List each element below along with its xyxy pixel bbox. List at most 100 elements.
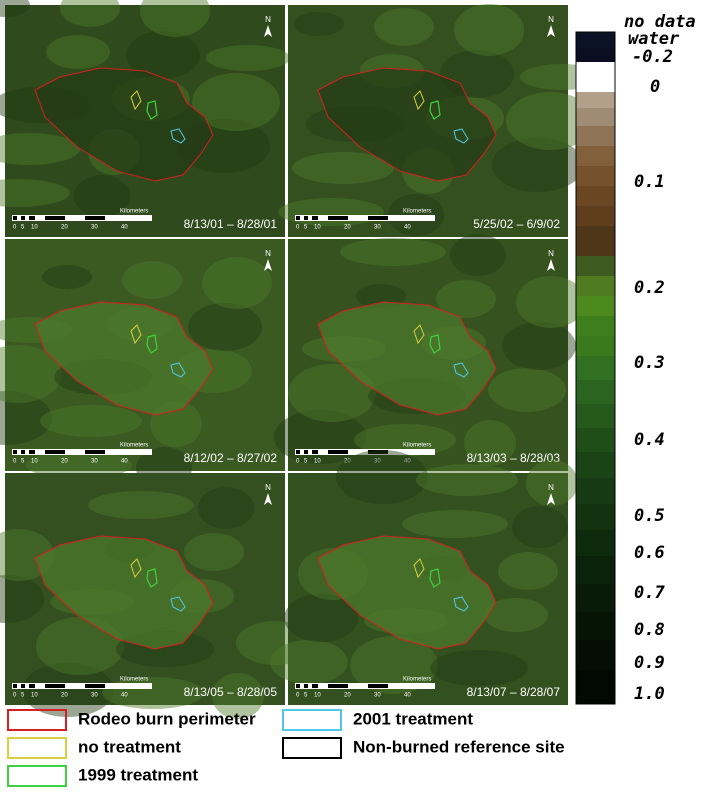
scale-bar-segment [328, 216, 348, 220]
north-arrow [264, 259, 272, 271]
scale-bar-bg [12, 683, 152, 689]
north-arrow-label: N [548, 483, 554, 492]
scale-bar-tick: 0 [296, 693, 300, 699]
panel-date: 8/13/05 – 8/28/05 [184, 685, 278, 699]
scale-bar-segment [368, 450, 388, 454]
burn-area [35, 536, 213, 649]
colorbar-label: 0.3 [634, 353, 665, 373]
colorbar-swatch [576, 478, 615, 504]
terrain-patch [402, 510, 508, 538]
map-panel: N 0 5 10 20 30 40 Kilometers 8/13/03 – 8/28/03 [274, 234, 586, 471]
rodeo-perimeter [34, 301, 214, 416]
scale-bar-segment [13, 684, 17, 688]
scale-bar-tick: 0 [296, 225, 300, 231]
panel-date: 8/12/02 – 8/27/02 [184, 451, 278, 465]
colorbar-label: no data [624, 12, 696, 32]
north-arrow-label: N [265, 483, 271, 492]
treatment-1999-site [146, 334, 158, 354]
terrain-patch [0, 391, 52, 445]
legend-label: 1999 treatment [78, 765, 198, 784]
colorbar-label: 0.2 [634, 278, 665, 298]
north-arrow [547, 493, 555, 505]
terrain-patch [350, 636, 438, 694]
terrain-patch [202, 257, 272, 309]
treatment-1999-site [146, 568, 158, 588]
colorbar-swatch [576, 556, 615, 584]
colorbar-label: 1.0 [634, 684, 665, 704]
treatment-2001-site [170, 362, 186, 378]
terrain-patch [484, 598, 548, 632]
colorbar-swatch [576, 404, 615, 428]
north-arrow-label: N [265, 249, 271, 258]
colorbar-swatch [576, 276, 615, 296]
scale-bar-unit: Kilometers [403, 443, 431, 449]
scale-bar-tick: 40 [121, 225, 128, 231]
colorbar-swatch [576, 504, 615, 530]
colorbar-swatch [576, 108, 615, 126]
colorbar-swatch [576, 256, 615, 276]
scale-bar-segment [29, 450, 35, 454]
map-panel: N 0 5 10 20 30 40 Kilometers 8/12/02 – 8/27/02 [0, 239, 285, 489]
scale-bar-segment [312, 684, 318, 688]
scale-bar-unit: Kilometers [120, 443, 148, 449]
scale-bar-tick: 5 [21, 225, 25, 231]
no-treatment-site [413, 90, 425, 111]
legend-swatch [7, 765, 67, 787]
colorbar-swatch [576, 670, 615, 704]
north-arrow [547, 259, 555, 271]
north-arrow [264, 25, 272, 37]
terrain-patch [450, 234, 506, 276]
terrain-patch [192, 73, 280, 131]
rodeo-perimeter [34, 535, 214, 650]
terrain-patch [436, 280, 496, 318]
terrain-patch [336, 450, 428, 504]
scale-bar-segment [368, 684, 388, 688]
colorbar-label: 0.9 [634, 653, 665, 673]
map-panel: N 0 5 10 20 30 40 Kilometers 5/25/02 – 6/9/02 [278, 4, 604, 237]
scale-bar-segment [45, 216, 65, 220]
scale-bar-segment [21, 450, 25, 454]
legend-label: 2001 treatment [353, 709, 473, 728]
terrain-patch [356, 284, 406, 308]
terrain-patch [492, 138, 584, 192]
terrain-patch [0, 0, 30, 17]
terrain-patch [0, 179, 70, 207]
colorbar-swatch [576, 62, 615, 92]
terrain-patch [354, 424, 456, 456]
scale-bar-tick: 5 [304, 693, 308, 699]
colorbar-frame [575, 31, 616, 705]
treatment-2001-site [170, 596, 186, 612]
colorbar-swatch [576, 316, 615, 336]
rodeo-perimeter [34, 67, 214, 182]
panel-date: 8/13/03 – 8/28/03 [467, 451, 561, 465]
terrain-patch [454, 4, 524, 56]
scale-bar-tick: 30 [374, 459, 381, 465]
map-panel: N 0 5 10 20 30 40 Kilometers 8/13/01 – 8/28/01 [0, 0, 290, 237]
terrain-patch [516, 276, 586, 328]
scale-bar-tick: 5 [304, 459, 308, 465]
scale-bar-tick: 10 [31, 225, 38, 231]
terrain-patch [46, 35, 110, 69]
colorbar-swatch [576, 126, 615, 146]
scale-bar-tick: 0 [13, 693, 17, 699]
north-arrow [547, 25, 555, 37]
terrain-patch [502, 322, 576, 370]
colorbar-swatch [576, 584, 615, 612]
scale-bar-tick: 20 [344, 225, 351, 231]
scale-bar-tick: 0 [13, 459, 17, 465]
treatment-2001-site [453, 596, 469, 612]
scale-bar-segment [368, 216, 388, 220]
colorbar-swatch [576, 32, 615, 48]
terrain-patch [26, 451, 132, 479]
terrain-patch [464, 420, 516, 466]
scale-bar-bg [12, 449, 152, 455]
scale-bar-tick: 5 [304, 225, 308, 231]
scale-bar-tick: 30 [91, 459, 98, 465]
legend-swatch [282, 709, 342, 731]
scale-bar-bg [295, 449, 435, 455]
scale-bar-segment [85, 684, 105, 688]
scale-bar-tick: 20 [344, 459, 351, 465]
terrain-patch [188, 303, 262, 351]
burn-area [35, 68, 213, 181]
